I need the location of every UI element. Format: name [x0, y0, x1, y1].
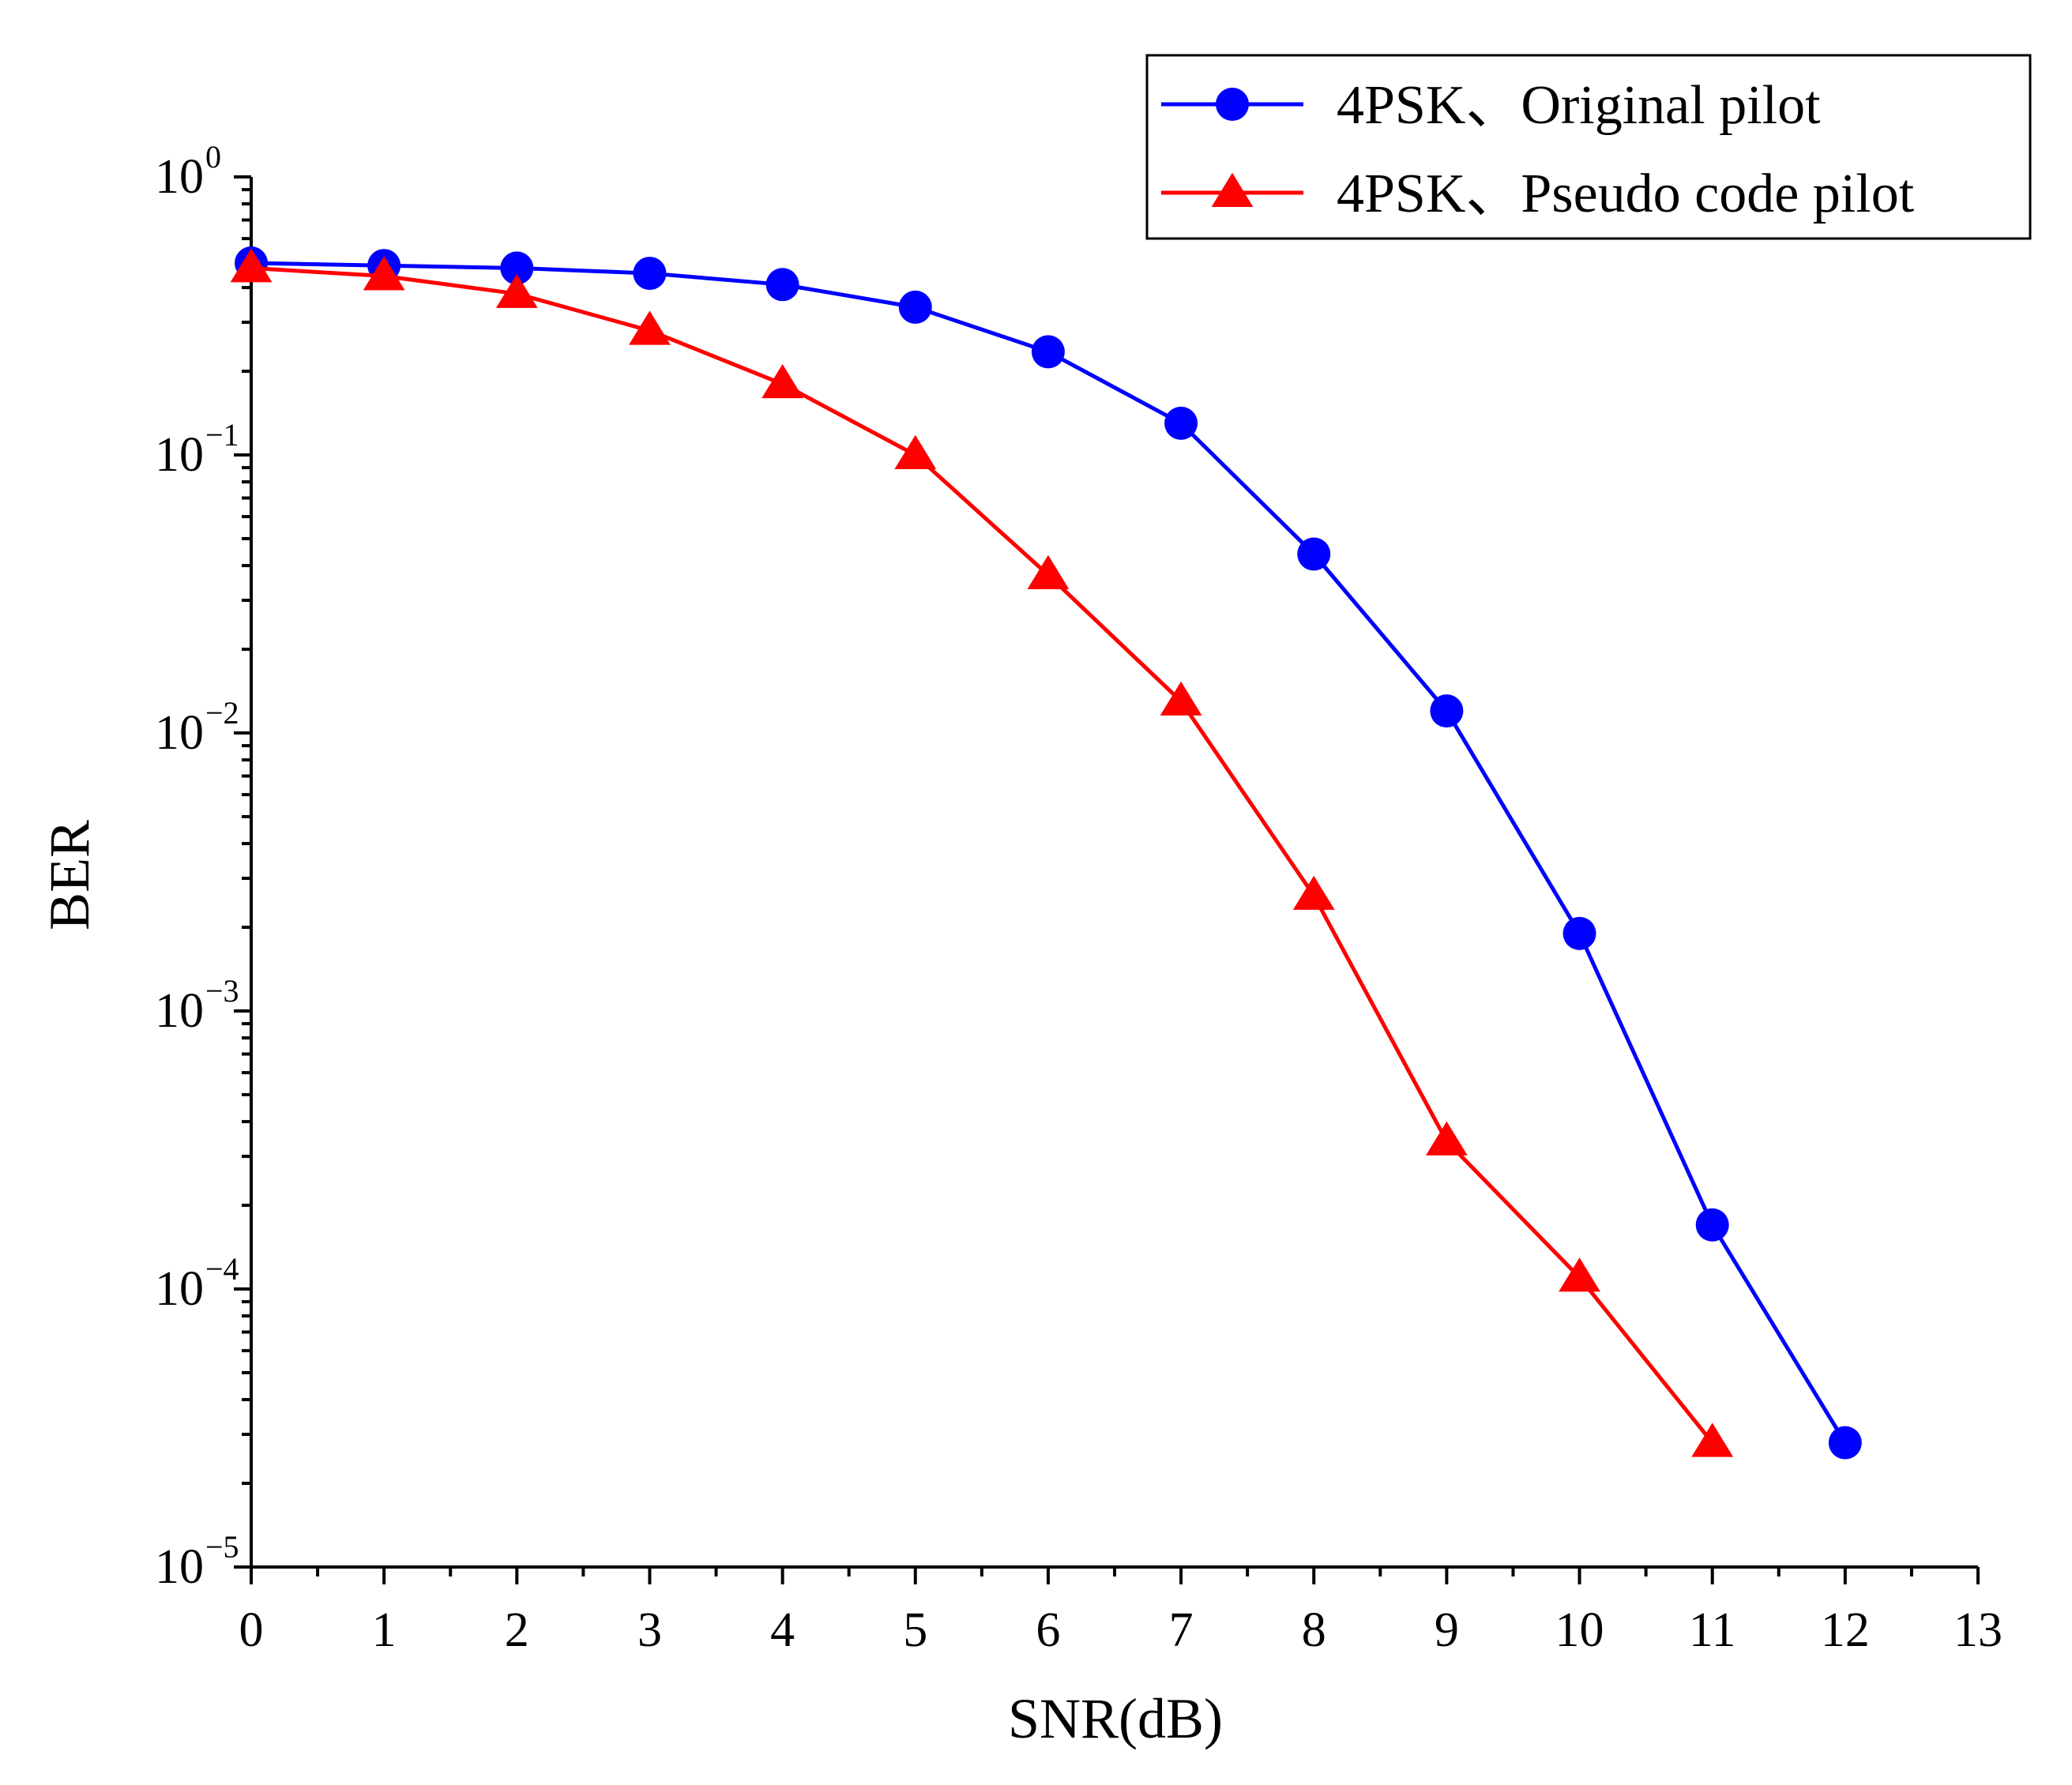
data-point-circle: [1828, 1426, 1862, 1460]
data-point-triangle: [363, 256, 405, 291]
x-tick-label: 3: [637, 1603, 662, 1657]
data-point-triangle: [495, 273, 538, 308]
series-line: [250, 261, 1847, 1444]
y-axis-title: BER: [38, 820, 101, 930]
x-tick-label: 6: [1036, 1603, 1060, 1657]
legend-marker-triangle: [1211, 172, 1254, 207]
x-tick-label: 5: [903, 1603, 927, 1657]
data-point-triangle: [894, 434, 937, 469]
data-point-triangle: [1027, 554, 1070, 589]
x-tick-label: 11: [1689, 1603, 1736, 1657]
x-tick-label: 1: [372, 1603, 397, 1657]
x-tick-label: 8: [1302, 1603, 1326, 1657]
data-point-circle: [1562, 916, 1596, 950]
y-tick-label: 10: [155, 428, 204, 482]
data-point-triangle: [761, 363, 804, 399]
data-point-triangle: [1292, 875, 1335, 910]
y-tick-label: 10: [155, 984, 204, 1038]
data-point-circle: [1297, 537, 1331, 571]
y-tick-label: 10: [155, 706, 204, 760]
legend: 4PSK、Original pilot 4PSK、Pseudo code pilo…: [1145, 54, 2032, 240]
y-tick-label: 10: [155, 1540, 204, 1594]
data-point-triangle: [1425, 1121, 1468, 1156]
y-tick-exponent: −2: [205, 695, 239, 731]
y-tick-exponent: −3: [205, 973, 239, 1009]
data-point-triangle: [1160, 681, 1202, 716]
data-point-circle: [500, 251, 534, 285]
data-point-circle: [1031, 335, 1065, 369]
series-line: [250, 265, 1714, 1445]
data-point-triangle: [1691, 1422, 1734, 1457]
data-point-triangle: [629, 310, 671, 345]
x-tick-label: 4: [770, 1603, 795, 1657]
series-2: [230, 248, 1734, 1457]
data-point-triangle: [1559, 1257, 1600, 1292]
y-tick-label: 10: [155, 1262, 204, 1316]
legend-label: 4PSK、Original pilot: [1337, 75, 1821, 136]
x-tick-label: 12: [1821, 1603, 1870, 1657]
series-layer: [230, 246, 1862, 1460]
y-tick-exponent: −5: [205, 1529, 239, 1565]
legend-marker-circle: [1216, 88, 1249, 121]
x-axis-title: SNR(dB): [1008, 1687, 1223, 1750]
x-tick-label: 0: [239, 1603, 264, 1657]
legend-label: 4PSK、Pseudo code pilot: [1337, 163, 1915, 224]
x-tick-label: 9: [1435, 1603, 1459, 1657]
x-tick-label: 7: [1169, 1603, 1194, 1657]
data-point-circle: [633, 257, 667, 291]
x-tick-label: 10: [1555, 1603, 1604, 1657]
x-tick-label: 13: [1954, 1603, 2002, 1657]
data-point-circle: [765, 268, 799, 302]
data-point-circle: [898, 290, 932, 324]
y-tick-exponent: −4: [205, 1251, 239, 1287]
x-tick-label: 2: [505, 1603, 529, 1657]
data-point-triangle: [230, 248, 273, 283]
data-point-circle: [1695, 1208, 1729, 1242]
y-tick-exponent: 0: [205, 139, 221, 175]
legend-box: [1145, 54, 2032, 240]
y-tick-exponent: −1: [205, 417, 239, 453]
data-point-circle: [1164, 406, 1198, 440]
series-1: [235, 246, 1862, 1460]
y-tick-label: 10: [155, 150, 204, 204]
data-point-circle: [1430, 694, 1464, 728]
